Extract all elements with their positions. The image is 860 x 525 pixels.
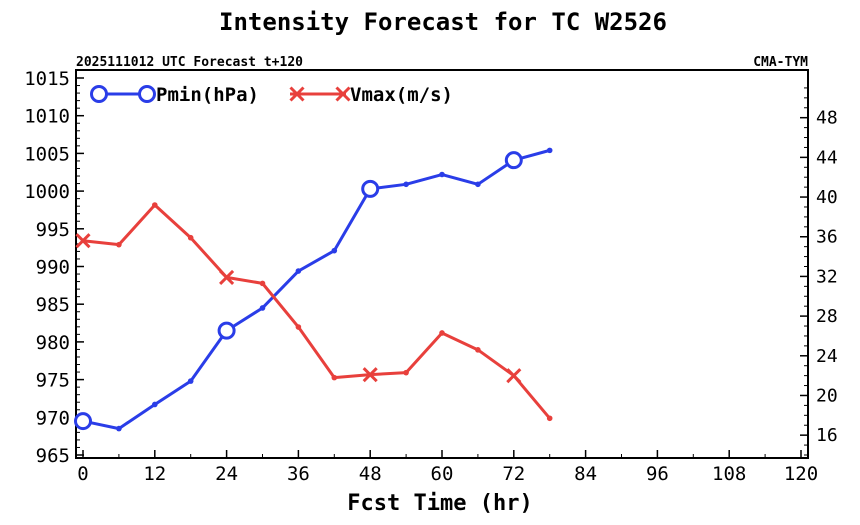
pmin-point <box>259 305 266 311</box>
pmin-point <box>295 268 302 274</box>
pmin-point <box>475 181 481 188</box>
pmin-point <box>403 181 409 188</box>
x-tick-label: 12 <box>143 463 166 485</box>
legend-marker-right <box>138 85 156 103</box>
vmax-marker <box>506 368 522 384</box>
left-tick-label: 1015 <box>24 68 70 90</box>
x-tick-label: 72 <box>502 463 525 485</box>
pmin-marker <box>361 179 380 198</box>
pmin-point <box>187 378 194 384</box>
right-tick-label: 40 <box>816 187 838 208</box>
legend-label: Vmax(m/s) <box>350 84 453 106</box>
x-axis-label: Fcst Time (hr) <box>347 491 532 516</box>
legend: Pmin(hPa) Vmax(m/s) <box>90 84 453 106</box>
left-tick-label: 985 <box>36 294 70 316</box>
vmax-point <box>331 374 338 381</box>
vmax-point <box>259 280 266 287</box>
x-tick-label: 108 <box>712 463 746 485</box>
x-tick-label: 84 <box>574 463 597 485</box>
right-tick-label: 16 <box>816 425 838 446</box>
x-tick-label: 48 <box>359 463 382 485</box>
x-tick-label: 0 <box>77 463 88 485</box>
vmax-point <box>187 234 194 241</box>
vmax-point <box>403 369 409 376</box>
legend-marker-right <box>335 86 351 102</box>
legend-label: Pmin(hPa) <box>156 84 259 106</box>
x-tick-label: 96 <box>646 463 669 485</box>
right-tick-label: 20 <box>816 385 838 406</box>
left-tick-label: 975 <box>36 370 70 392</box>
plot-frame <box>75 69 809 459</box>
vmax-marker <box>75 233 91 249</box>
left-tick-label: 1000 <box>24 181 70 203</box>
legend-item-vmax: Vmax(m/s) <box>289 84 453 106</box>
pmin-line <box>82 148 551 431</box>
pmin-point <box>546 147 553 154</box>
left-tick-label: 990 <box>36 257 70 279</box>
left-tick-label: 970 <box>36 407 70 429</box>
subtitle-right: CMA-TYM <box>753 55 808 70</box>
left-y-axis: 965 970 975 980 985 990 995 1000 1005 1010 1015 <box>24 68 84 467</box>
pmin-marker <box>504 151 523 170</box>
vmax-point <box>116 241 122 248</box>
vmax-series <box>75 202 553 422</box>
legend-item-pmin: Pmin(hPa) <box>90 84 259 106</box>
x-marker-stroke <box>362 367 378 383</box>
right-tick-label: 36 <box>816 227 838 248</box>
vmax-point <box>295 324 302 330</box>
vmax-point <box>475 347 481 353</box>
vmax-line <box>82 203 551 420</box>
pmin-series <box>74 147 553 432</box>
x-tick-label: 60 <box>431 463 454 485</box>
right-tick-label: 48 <box>816 108 838 129</box>
left-tick-label: 1010 <box>24 106 70 128</box>
left-tick-label: 980 <box>36 332 70 354</box>
x-axis: 0 12 24 36 48 60 72 84 96 108 120 <box>77 450 818 485</box>
x-marker-stroke <box>289 86 305 102</box>
legend-marker-left <box>90 85 108 103</box>
x-tick-label: 120 <box>784 463 818 485</box>
left-tick-label: 965 <box>36 445 70 467</box>
right-tick-label: 44 <box>816 147 838 168</box>
x-marker-stroke <box>506 368 522 384</box>
right-tick-label: 28 <box>816 306 838 327</box>
pmin-point <box>116 425 122 432</box>
vmax-point <box>546 415 553 422</box>
vmax-marker <box>219 269 235 285</box>
pmin-marker <box>74 412 92 431</box>
x-tick-label: 24 <box>215 463 238 485</box>
pmin-point <box>331 247 338 254</box>
vmax-point <box>152 202 158 208</box>
vmax-point <box>439 330 445 336</box>
x-tick-label: 36 <box>287 463 310 485</box>
x-marker-stroke <box>75 233 91 249</box>
x-marker-stroke <box>219 269 235 285</box>
right-y-axis: 16 20 24 28 32 36 40 44 48 <box>800 87 838 456</box>
legend-marker-left <box>289 86 305 102</box>
pmin-marker <box>217 321 236 340</box>
pmin-point <box>439 171 445 178</box>
chart-title: Intensity Forecast for TC W2526 <box>219 8 667 36</box>
subtitle-left: 2025111012 UTC Forecast t+120 <box>76 55 303 70</box>
left-tick-label: 1005 <box>24 143 70 165</box>
vmax-marker <box>362 367 378 383</box>
left-tick-label: 995 <box>36 219 70 241</box>
series-layer <box>74 147 553 432</box>
x-marker-stroke <box>335 86 351 102</box>
right-tick-label: 24 <box>816 346 838 367</box>
pmin-point <box>152 401 158 408</box>
right-tick-label: 32 <box>816 266 838 287</box>
